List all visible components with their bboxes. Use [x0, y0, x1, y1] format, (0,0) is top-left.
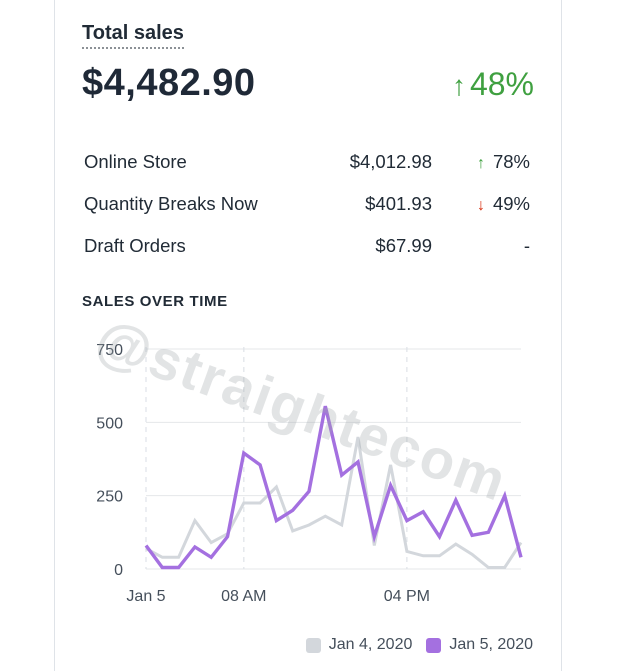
breakdown-row-online-store: Online Store $4,012.98 ↑ 78% [84, 151, 532, 181]
legend-swatch [426, 637, 442, 653]
breakdown-name: Online Store [84, 151, 187, 172]
card-border-right [561, 0, 562, 671]
breakdown-name: Quantity Breaks Now [84, 193, 258, 214]
legend-item-previous[interactable]: Jan 4, 2020 [305, 636, 413, 654]
breakdown-change-percent: 78% [492, 151, 530, 172]
arrow-up-icon: ↑ [476, 155, 485, 172]
chart-section-title: SALES OVER TIME [82, 293, 228, 310]
breakdown-change: ↑ 78% [477, 151, 530, 173]
x-tick-label: Jan 5 [126, 588, 165, 605]
y-tick-label: 750 [96, 342, 123, 359]
total-change: ↑ 48% [452, 66, 534, 103]
legend-swatch [305, 637, 321, 653]
breakdown-row-quantity-breaks: Quantity Breaks Now $401.93 ↓ 49% [84, 193, 532, 223]
card-border-left [54, 0, 55, 671]
series-line-jan-4-2020 [145, 436, 523, 569]
breakdown-change-percent: 49% [492, 193, 530, 214]
y-tick-label: 0 [114, 562, 123, 579]
breakdown-value: $4,012.98 [349, 151, 432, 172]
legend-label: Jan 4, 2020 [328, 636, 413, 653]
breakdown-row-draft-orders: Draft Orders $67.99 - [84, 235, 532, 265]
card-title[interactable]: Total sales [82, 22, 184, 49]
breakdown-value: $401.93 [365, 193, 432, 214]
breakdown-change-percent: - [523, 235, 530, 256]
x-tick-label: 08 AM [221, 588, 266, 605]
chart-legend: Jan 4, 2020 Jan 5, 2020 [292, 636, 533, 654]
breakdown-change: ↓ 49% [477, 193, 530, 215]
y-tick-label: 250 [96, 489, 123, 506]
breakdown-change: - [524, 235, 530, 257]
legend-item-current[interactable]: Jan 5, 2020 [426, 636, 533, 654]
arrow-down-icon: ↓ [476, 197, 485, 214]
y-tick-label: 500 [96, 415, 123, 432]
legend-label: Jan 5, 2020 [449, 636, 533, 653]
x-tick-label: 04 PM [384, 588, 430, 605]
series-line-jan-5-2020 [144, 405, 523, 570]
total-change-percent: 48% [469, 66, 534, 102]
total-sales-value: $4,482.90 [82, 62, 256, 104]
breakdown-value: $67.99 [375, 235, 432, 256]
arrow-up-icon: ↑ [451, 70, 466, 101]
breakdown-name: Draft Orders [84, 235, 186, 256]
